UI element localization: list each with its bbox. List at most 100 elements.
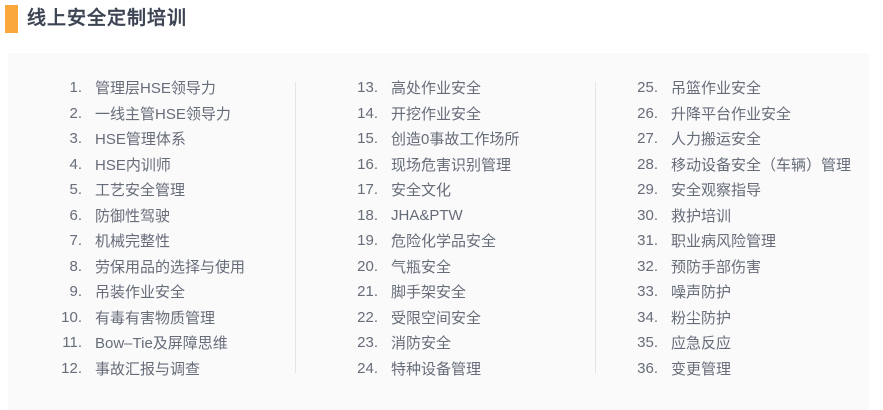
course-column-3: 25. 吊篮作业安全 26. 升降平台作业安全 27. 人力搬运安全 28. 移动设备安全（车…	[610, 75, 851, 381]
course-list-panel: 1. 管理层HSE领导力 2. 一线主管HSE领导力 3. HSE管理体系 4. HSE内训师…	[8, 53, 869, 410]
item-number: 8.	[69, 257, 82, 275]
item-label: HSE管理体系	[95, 131, 186, 149]
list-item: 27. 人力搬运安全	[610, 126, 851, 152]
list-item: 35. 应急反应	[610, 330, 851, 356]
item-number: 20.	[357, 257, 378, 275]
item-number: 36.	[637, 359, 658, 377]
item-number: 6.	[69, 206, 82, 224]
item-label: 安全文化	[391, 182, 452, 200]
list-item: 5. 工艺安全管理	[40, 177, 245, 203]
item-label: 机械完整性	[95, 233, 171, 251]
item-label: 一线主管HSE领导力	[95, 105, 231, 123]
item-label: 工艺安全管理	[95, 182, 186, 200]
item-label: 危险化学品安全	[391, 233, 497, 251]
list-item: 25. 吊篮作业安全	[610, 75, 851, 101]
item-label: 应急反应	[671, 335, 732, 353]
item-label: 移动设备安全（车辆）管理	[671, 156, 852, 174]
list-item: 13. 高处作业安全	[330, 75, 519, 101]
item-label: 救护培训	[671, 207, 732, 225]
item-number: 30.	[637, 206, 658, 224]
item-label: 升降平台作业安全	[671, 105, 792, 123]
column-divider	[595, 82, 596, 373]
item-label: 职业病风险管理	[671, 233, 777, 251]
list-item: 8. 劳保用品的选择与使用	[40, 254, 245, 280]
list-item: 17. 安全文化	[330, 177, 519, 203]
item-number: 10.	[61, 308, 82, 326]
item-number: 26.	[637, 104, 658, 122]
list-item: 20. 气瓶安全	[330, 254, 519, 280]
list-item: 12. 事故汇报与调查	[40, 356, 245, 382]
item-number: 1.	[69, 79, 82, 97]
list-item: 28. 移动设备安全（车辆）管理	[610, 152, 851, 178]
list-item: 36. 变更管理	[610, 356, 851, 382]
item-label: 管理层HSE领导力	[95, 80, 216, 98]
item-label: 变更管理	[671, 360, 732, 378]
item-number: 22.	[357, 308, 378, 326]
item-number: 13.	[357, 79, 378, 97]
course-column-2: 13. 高处作业安全 14. 开挖作业安全 15. 创造0事故工作场所 16. 现场危害识别管…	[330, 75, 519, 381]
item-label: 吊篮作业安全	[671, 80, 762, 98]
item-label: 开挖作业安全	[391, 105, 482, 123]
item-label: 创造0事故工作场所	[391, 131, 520, 149]
list-item: 23. 消防安全	[330, 330, 519, 356]
item-number: 19.	[357, 232, 378, 250]
item-number: 7.	[69, 232, 82, 250]
list-item: 4. HSE内训师	[40, 152, 245, 178]
list-item: 2. 一线主管HSE领导力	[40, 101, 245, 127]
list-item: 31. 职业病风险管理	[610, 228, 851, 254]
item-number: 15.	[357, 130, 378, 148]
item-label: 气瓶安全	[391, 258, 452, 276]
item-label: 事故汇报与调查	[95, 360, 201, 378]
item-number: 4.	[69, 155, 82, 173]
item-number: 24.	[357, 359, 378, 377]
item-number: 21.	[357, 283, 378, 301]
item-label: 吊装作业安全	[95, 284, 186, 302]
item-number: 27.	[637, 130, 658, 148]
list-item: 21. 脚手架安全	[330, 279, 519, 305]
column-divider	[295, 82, 296, 373]
list-item: 34. 粉尘防护	[610, 305, 851, 331]
item-number: 28.	[637, 155, 658, 173]
item-label: 劳保用品的选择与使用	[95, 258, 246, 276]
item-number: 3.	[69, 130, 82, 148]
list-item: 6. 防御性驾驶	[40, 203, 245, 229]
course-columns: 1. 管理层HSE领导力 2. 一线主管HSE领导力 3. HSE管理体系 4. HSE内训师…	[8, 53, 869, 410]
item-number: 16.	[357, 155, 378, 173]
item-number: 14.	[357, 104, 378, 122]
list-item: 22. 受限空间安全	[330, 305, 519, 331]
list-item: 33. 噪声防护	[610, 279, 851, 305]
item-label: 预防手部伤害	[671, 258, 762, 276]
list-item: 7. 机械完整性	[40, 228, 245, 254]
list-item: 9. 吊装作业安全	[40, 279, 245, 305]
item-label: 特种设备管理	[391, 360, 482, 378]
item-number: 2.	[69, 104, 82, 122]
title-accent-bar	[5, 5, 18, 33]
item-label: 消防安全	[391, 335, 452, 353]
list-item: 3. HSE管理体系	[40, 126, 245, 152]
item-number: 23.	[357, 334, 378, 352]
item-label: HSE内训师	[95, 156, 171, 174]
list-item: 24. 特种设备管理	[330, 356, 519, 382]
page-header: 线上安全定制培训	[5, 5, 187, 33]
course-column-1: 1. 管理层HSE领导力 2. 一线主管HSE领导力 3. HSE管理体系 4. HSE内训师…	[40, 75, 245, 381]
item-label: 人力搬运安全	[671, 131, 762, 149]
item-label: 安全观察指导	[671, 182, 762, 200]
list-item: 14. 开挖作业安全	[330, 101, 519, 127]
page-title: 线上安全定制培训	[27, 8, 188, 29]
item-number: 35.	[637, 334, 658, 352]
item-label: 噪声防护	[671, 284, 732, 302]
item-label: 现场危害识别管理	[391, 156, 512, 174]
item-label: Bow–Tie及屏障思维	[95, 335, 228, 353]
list-item: 26. 升降平台作业安全	[610, 101, 851, 127]
list-item: 10. 有毒有害物质管理	[40, 305, 245, 331]
item-number: 17.	[357, 181, 378, 199]
item-number: 12.	[61, 359, 82, 377]
item-number: 31.	[637, 232, 658, 250]
list-item: 29. 安全观察指导	[610, 177, 851, 203]
item-number: 25.	[637, 79, 658, 97]
item-number: 32.	[637, 257, 658, 275]
item-label: 脚手架安全	[391, 284, 467, 302]
item-number: 18.	[357, 206, 378, 224]
item-number: 5.	[69, 181, 82, 199]
item-label: 受限空间安全	[391, 309, 482, 327]
